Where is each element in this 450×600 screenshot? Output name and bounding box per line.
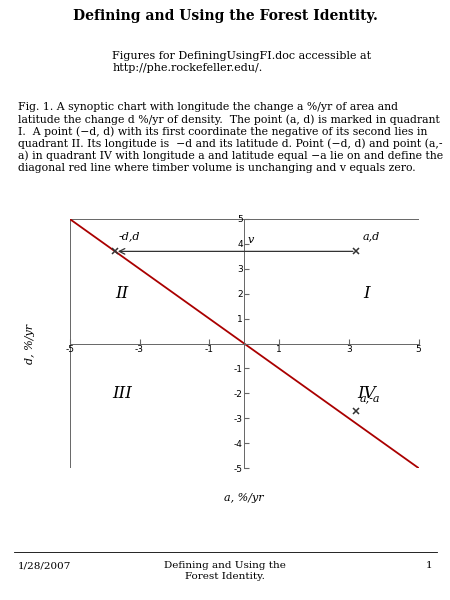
Text: d, %/yr: d, %/yr [25, 323, 35, 364]
Text: a,d: a,d [363, 232, 380, 241]
Text: 1: 1 [425, 561, 432, 570]
Text: Fig. 1. A synoptic chart with longitude the change a %/yr of area and
latitude t: Fig. 1. A synoptic chart with longitude … [18, 102, 443, 173]
Text: III: III [112, 385, 132, 402]
Text: v: v [248, 235, 254, 245]
Text: a,-a: a,-a [359, 393, 380, 403]
Text: a, %/yr: a, %/yr [224, 493, 264, 503]
Text: Figures for DefiningUsingFI.doc accessible at
http://phe.rockefeller.edu/.: Figures for DefiningUsingFI.doc accessib… [112, 51, 372, 73]
Text: 1/28/2007: 1/28/2007 [18, 561, 72, 570]
Text: IV: IV [357, 385, 375, 402]
Text: I: I [363, 285, 369, 302]
Text: Defining and Using the
Forest Identity.: Defining and Using the Forest Identity. [164, 561, 286, 581]
Text: II: II [116, 285, 129, 302]
Text: -d,d: -d,d [119, 232, 140, 241]
Text: Defining and Using the Forest Identity.: Defining and Using the Forest Identity. [72, 8, 378, 23]
